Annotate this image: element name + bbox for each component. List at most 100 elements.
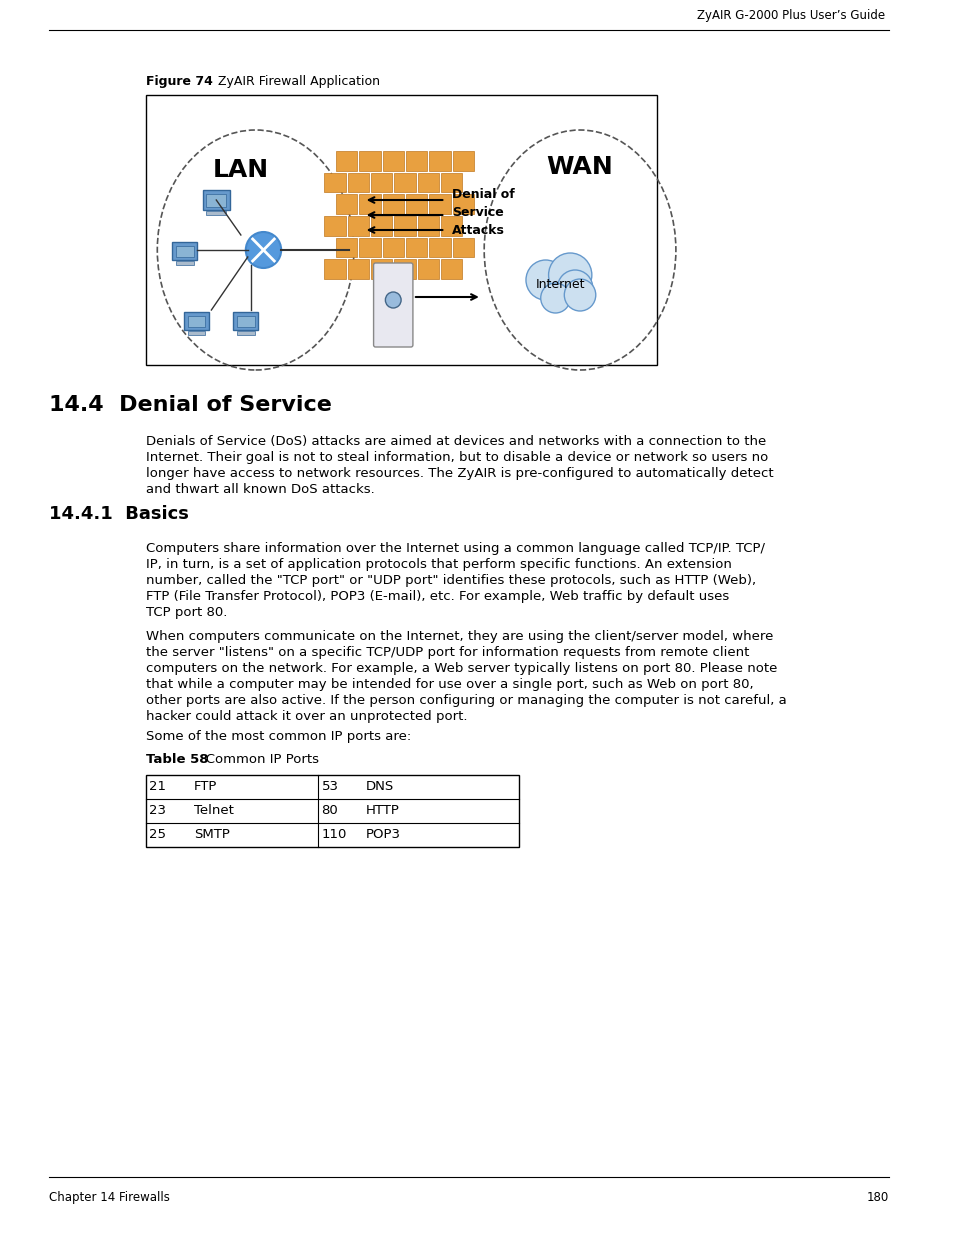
FancyBboxPatch shape — [188, 316, 205, 327]
FancyBboxPatch shape — [233, 312, 258, 330]
FancyBboxPatch shape — [175, 261, 193, 264]
Text: 25: 25 — [150, 829, 166, 841]
FancyBboxPatch shape — [440, 259, 462, 279]
Text: 53: 53 — [321, 781, 338, 794]
Text: Denials of Service (DoS) attacks are aimed at devices and networks with a connec: Denials of Service (DoS) attacks are aim… — [146, 435, 765, 448]
Text: Service: Service — [452, 206, 503, 220]
Text: FTP (File Transfer Protocol), POP3 (E-mail), etc. For example, Web traffic by de: FTP (File Transfer Protocol), POP3 (E-ma… — [146, 590, 728, 603]
Circle shape — [385, 291, 400, 308]
Text: IP, in turn, is a set of application protocols that perform specific functions. : IP, in turn, is a set of application pro… — [146, 558, 731, 571]
FancyBboxPatch shape — [417, 216, 438, 236]
Circle shape — [548, 253, 591, 296]
FancyBboxPatch shape — [324, 216, 345, 236]
FancyBboxPatch shape — [429, 151, 450, 170]
FancyBboxPatch shape — [146, 95, 656, 366]
FancyBboxPatch shape — [172, 242, 197, 261]
FancyBboxPatch shape — [440, 216, 462, 236]
FancyBboxPatch shape — [452, 194, 474, 214]
Circle shape — [525, 261, 565, 300]
Text: 14.4.1  Basics: 14.4.1 Basics — [50, 505, 189, 522]
FancyBboxPatch shape — [146, 776, 518, 847]
Circle shape — [540, 283, 570, 312]
FancyBboxPatch shape — [371, 173, 392, 193]
FancyBboxPatch shape — [394, 216, 416, 236]
FancyBboxPatch shape — [206, 211, 226, 215]
FancyBboxPatch shape — [374, 263, 413, 347]
FancyBboxPatch shape — [335, 194, 356, 214]
Text: other ports are also active. If the person configuring or managing the computer : other ports are also active. If the pers… — [146, 694, 785, 706]
Text: the server "listens" on a specific TCP/UDP port for information requests from re: the server "listens" on a specific TCP/U… — [146, 646, 748, 659]
FancyBboxPatch shape — [335, 237, 356, 257]
FancyBboxPatch shape — [417, 173, 438, 193]
FancyBboxPatch shape — [359, 237, 380, 257]
Text: When computers communicate on the Internet, they are using the client/server mod: When computers communicate on the Intern… — [146, 630, 772, 643]
FancyBboxPatch shape — [394, 259, 416, 279]
Text: ZyAIR Firewall Application: ZyAIR Firewall Application — [218, 75, 380, 88]
Text: Attacks: Attacks — [452, 225, 504, 237]
Circle shape — [564, 279, 595, 311]
FancyBboxPatch shape — [417, 259, 438, 279]
FancyBboxPatch shape — [405, 194, 427, 214]
FancyBboxPatch shape — [324, 173, 345, 193]
Text: 23: 23 — [150, 804, 166, 818]
FancyBboxPatch shape — [382, 194, 403, 214]
FancyBboxPatch shape — [175, 246, 193, 257]
FancyBboxPatch shape — [184, 312, 209, 330]
FancyBboxPatch shape — [347, 259, 369, 279]
FancyBboxPatch shape — [405, 151, 427, 170]
Text: that while a computer may be intended for use over a single port, such as Web on: that while a computer may be intended fo… — [146, 678, 752, 692]
Text: Internet. Their goal is not to steal information, but to disable a device or net: Internet. Their goal is not to steal inf… — [146, 451, 767, 464]
Text: Telnet: Telnet — [193, 804, 233, 818]
Text: Table 58: Table 58 — [146, 753, 208, 766]
Circle shape — [246, 232, 281, 268]
Text: TCP port 80.: TCP port 80. — [146, 606, 227, 619]
Text: number, called the "TCP port" or "UDP port" identifies these protocols, such as : number, called the "TCP port" or "UDP po… — [146, 574, 755, 587]
FancyBboxPatch shape — [382, 237, 403, 257]
FancyBboxPatch shape — [440, 173, 462, 193]
FancyBboxPatch shape — [429, 194, 450, 214]
Text: Some of the most common IP ports are:: Some of the most common IP ports are: — [146, 730, 411, 743]
FancyBboxPatch shape — [382, 151, 403, 170]
Circle shape — [557, 270, 592, 306]
Text: 80: 80 — [321, 804, 338, 818]
Text: 180: 180 — [865, 1191, 888, 1204]
FancyBboxPatch shape — [202, 190, 230, 210]
FancyBboxPatch shape — [188, 331, 205, 335]
FancyBboxPatch shape — [394, 173, 416, 193]
Text: Common IP Ports: Common IP Ports — [193, 753, 318, 766]
FancyBboxPatch shape — [452, 237, 474, 257]
FancyBboxPatch shape — [324, 259, 345, 279]
FancyBboxPatch shape — [371, 216, 392, 236]
Text: LAN: LAN — [213, 158, 269, 182]
Text: and thwart all known DoS attacks.: and thwart all known DoS attacks. — [146, 483, 374, 496]
Text: HTTP: HTTP — [365, 804, 399, 818]
Text: 110: 110 — [321, 829, 347, 841]
FancyBboxPatch shape — [347, 216, 369, 236]
FancyBboxPatch shape — [359, 151, 380, 170]
FancyBboxPatch shape — [405, 237, 427, 257]
Text: computers on the network. For example, a Web server typically listens on port 80: computers on the network. For example, a… — [146, 662, 776, 676]
Text: Internet: Internet — [535, 279, 584, 291]
Text: DNS: DNS — [365, 781, 394, 794]
FancyBboxPatch shape — [236, 331, 254, 335]
FancyBboxPatch shape — [429, 237, 450, 257]
Text: Computers share information over the Internet using a common language called TCP: Computers share information over the Int… — [146, 542, 763, 555]
FancyBboxPatch shape — [347, 173, 369, 193]
Text: ZyAIR G-2000 Plus User’s Guide: ZyAIR G-2000 Plus User’s Guide — [696, 9, 883, 22]
FancyBboxPatch shape — [371, 259, 392, 279]
Text: Chapter 14 Firewalls: Chapter 14 Firewalls — [50, 1191, 170, 1204]
Text: longer have access to network resources. The ZyAIR is pre-configured to automati: longer have access to network resources.… — [146, 467, 772, 480]
FancyBboxPatch shape — [452, 151, 474, 170]
Text: POP3: POP3 — [365, 829, 400, 841]
Text: 14.4  Denial of Service: 14.4 Denial of Service — [50, 395, 332, 415]
Text: 21: 21 — [150, 781, 166, 794]
FancyBboxPatch shape — [236, 316, 254, 327]
Text: Figure 74: Figure 74 — [146, 75, 213, 88]
Text: SMTP: SMTP — [193, 829, 230, 841]
Text: hacker could attack it over an unprotected port.: hacker could attack it over an unprotect… — [146, 710, 467, 722]
FancyBboxPatch shape — [206, 194, 226, 207]
FancyBboxPatch shape — [335, 151, 356, 170]
Text: FTP: FTP — [193, 781, 217, 794]
Text: WAN: WAN — [546, 156, 613, 179]
FancyBboxPatch shape — [359, 194, 380, 214]
